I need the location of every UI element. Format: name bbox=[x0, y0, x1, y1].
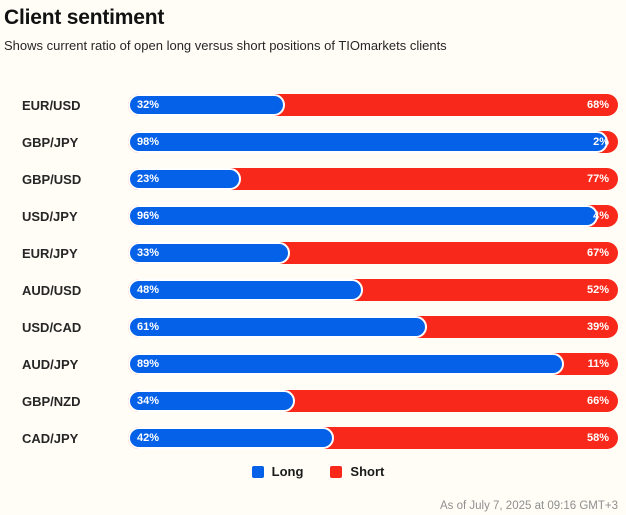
sentiment-row: EUR/JPY 33% 67% bbox=[4, 242, 618, 264]
pair-label: AUD/USD bbox=[22, 282, 82, 298]
long-bar-segment bbox=[128, 353, 565, 375]
short-pct-label: 11% bbox=[587, 358, 609, 370]
long-pct-label: 32% bbox=[137, 99, 160, 111]
sentiment-bar: 96% 4% bbox=[128, 205, 618, 227]
sentiment-row: AUD/JPY 89% 11% bbox=[4, 353, 618, 375]
long-bar-segment bbox=[128, 131, 609, 153]
pair-label: GBP/JPY bbox=[22, 134, 79, 150]
long-pct-label: 33% bbox=[137, 247, 160, 259]
legend-item-long[interactable]: Long bbox=[251, 464, 304, 479]
long-bar-segment bbox=[128, 279, 364, 301]
pair-label: GBP/USD bbox=[22, 171, 82, 187]
sentiment-bar: 48% 52% bbox=[128, 279, 618, 301]
short-pct-label: 58% bbox=[586, 432, 609, 444]
sentiment-bar: 33% 67% bbox=[128, 242, 618, 264]
long-pct-label: 42% bbox=[137, 432, 160, 444]
long-bar-segment bbox=[128, 316, 427, 338]
legend-item-short[interactable]: Short bbox=[330, 464, 384, 479]
sentiment-chart: EUR/USD 32% 68% GBP/JPY 98% 2% GBP/USD 2… bbox=[4, 94, 618, 449]
pair-label: EUR/USD bbox=[22, 97, 81, 113]
long-pct-label: 34% bbox=[137, 395, 160, 407]
long-bar-segment bbox=[128, 427, 334, 449]
sentiment-row: GBP/JPY 98% 2% bbox=[4, 131, 618, 153]
sentiment-row: GBP/USD 23% 77% bbox=[4, 168, 618, 190]
sentiment-bar: 98% 2% bbox=[128, 131, 618, 153]
short-pct-label: 4% bbox=[593, 210, 609, 222]
short-pct-label: 52% bbox=[586, 284, 609, 296]
long-bar-segment bbox=[128, 242, 290, 264]
sentiment-row: USD/CAD 61% 39% bbox=[4, 316, 618, 338]
pair-label: USD/JPY bbox=[22, 208, 78, 224]
long-pct-label: 23% bbox=[137, 173, 160, 185]
long-pct-label: 61% bbox=[137, 321, 160, 333]
sentiment-row: AUD/USD 48% 52% bbox=[4, 279, 618, 301]
short-pct-label: 39% bbox=[586, 321, 609, 333]
long-swatch-icon bbox=[251, 465, 264, 478]
long-pct-label: 89% bbox=[137, 358, 160, 370]
short-pct-label: 77% bbox=[586, 173, 609, 185]
short-swatch-icon bbox=[330, 465, 343, 478]
legend-label-long: Long bbox=[271, 464, 304, 479]
sentiment-bar: 23% 77% bbox=[128, 168, 618, 190]
chart-legend: Long Short bbox=[18, 464, 618, 479]
page-subtitle: Shows current ratio of open long versus … bbox=[4, 38, 447, 53]
sentiment-row: CAD/JPY 42% 58% bbox=[4, 427, 618, 449]
short-pct-label: 66% bbox=[586, 395, 609, 407]
pair-label: CAD/JPY bbox=[22, 430, 79, 446]
long-bar-segment bbox=[128, 94, 285, 116]
sentiment-row: EUR/USD 32% 68% bbox=[4, 94, 618, 116]
pair-label: GBP/NZD bbox=[22, 393, 81, 409]
page-title: Client sentiment bbox=[4, 6, 165, 29]
long-bar-segment bbox=[128, 205, 599, 227]
sentiment-row: GBP/NZD 34% 66% bbox=[4, 390, 618, 412]
long-bar-segment bbox=[128, 168, 241, 190]
legend-label-short: Short bbox=[350, 464, 385, 479]
sentiment-bar: 34% 66% bbox=[128, 390, 618, 412]
long-pct-label: 96% bbox=[137, 210, 160, 222]
sentiment-bar: 89% 11% bbox=[128, 353, 618, 375]
sentiment-bar: 61% 39% bbox=[128, 316, 618, 338]
pair-label: EUR/JPY bbox=[22, 245, 78, 261]
long-pct-label: 98% bbox=[137, 136, 160, 148]
long-pct-label: 48% bbox=[137, 284, 160, 296]
pair-label: AUD/JPY bbox=[22, 356, 79, 372]
sentiment-bar: 42% 58% bbox=[128, 427, 618, 449]
sentiment-row: USD/JPY 96% 4% bbox=[4, 205, 618, 227]
as-of-timestamp: As of July 7, 2025 at 09:16 GMT+3 bbox=[439, 500, 618, 512]
short-pct-label: 2% bbox=[593, 136, 609, 148]
pair-label: USD/CAD bbox=[22, 319, 82, 335]
short-pct-label: 68% bbox=[586, 99, 609, 111]
sentiment-bar: 32% 68% bbox=[128, 94, 618, 116]
short-pct-label: 67% bbox=[586, 247, 609, 259]
long-bar-segment bbox=[128, 390, 295, 412]
